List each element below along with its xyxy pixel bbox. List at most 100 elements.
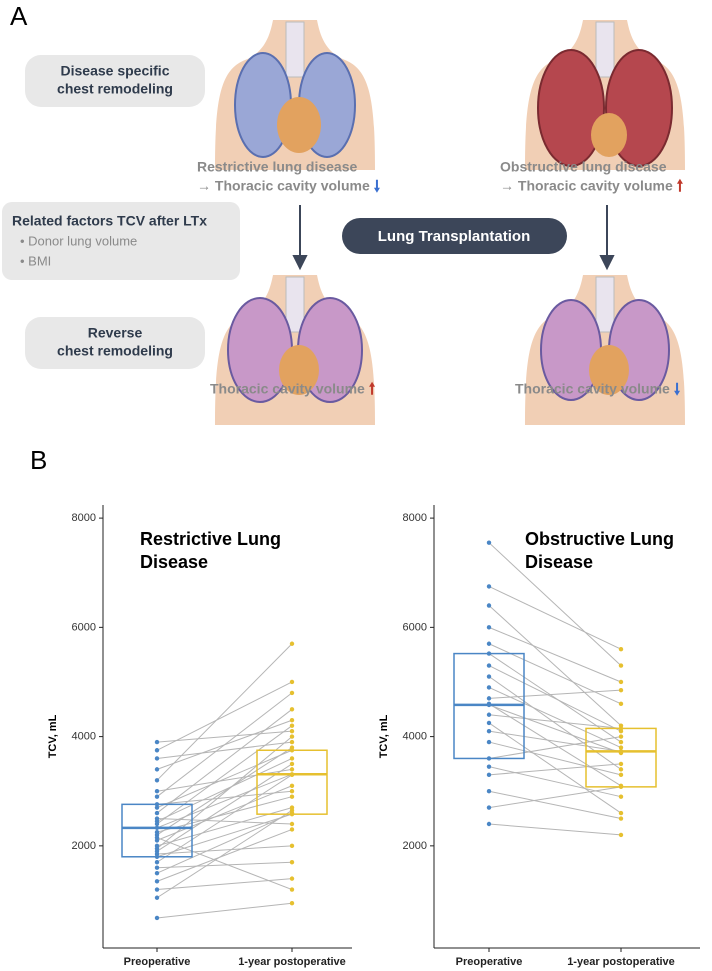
pair-line bbox=[156, 813, 293, 858]
pair-line bbox=[156, 719, 293, 770]
point bbox=[289, 789, 295, 794]
point bbox=[618, 723, 624, 728]
point bbox=[618, 816, 624, 821]
point bbox=[618, 663, 624, 668]
torso-obstructive bbox=[524, 19, 686, 171]
point bbox=[486, 685, 492, 690]
pair-line bbox=[488, 786, 622, 809]
pair-line bbox=[156, 790, 293, 805]
x-tick-label: Preoperative bbox=[456, 956, 523, 968]
trend-arrow bbox=[676, 178, 683, 192]
point bbox=[289, 901, 295, 906]
point bbox=[618, 745, 624, 750]
point bbox=[154, 879, 160, 884]
pair-line bbox=[488, 703, 622, 787]
pair-line bbox=[156, 796, 293, 833]
y-axis-label: TCV, mL bbox=[378, 714, 390, 758]
point bbox=[289, 679, 295, 685]
pair-line bbox=[488, 626, 622, 683]
y-tick-label: 2000 bbox=[403, 840, 427, 852]
point bbox=[618, 701, 624, 707]
point bbox=[486, 772, 492, 778]
pair-line bbox=[488, 676, 622, 770]
point bbox=[618, 734, 624, 739]
pair-line bbox=[156, 785, 293, 841]
point bbox=[289, 690, 295, 696]
point bbox=[486, 739, 492, 745]
point bbox=[486, 674, 492, 679]
caption: → Thoracic cavity volume bbox=[500, 178, 673, 194]
point bbox=[289, 767, 295, 772]
point bbox=[618, 767, 624, 772]
point bbox=[486, 756, 492, 761]
point bbox=[154, 825, 160, 831]
y-tick-label: 4000 bbox=[403, 731, 427, 743]
pair-line bbox=[156, 828, 293, 882]
box-text: Disease specific bbox=[61, 63, 170, 79]
pair-line bbox=[488, 605, 622, 727]
pair-line bbox=[156, 809, 293, 899]
point bbox=[618, 687, 624, 693]
pair-line bbox=[488, 686, 622, 748]
pair-line bbox=[156, 837, 293, 891]
panel-label: A bbox=[10, 1, 28, 31]
point bbox=[289, 811, 295, 817]
y-tick-label: 6000 bbox=[72, 621, 96, 633]
y-tick-label: 8000 bbox=[72, 512, 96, 524]
point bbox=[289, 641, 295, 646]
point bbox=[618, 810, 624, 816]
point bbox=[154, 810, 160, 816]
torso-restrictive bbox=[214, 19, 376, 171]
point bbox=[154, 748, 160, 753]
pair-line bbox=[488, 653, 622, 743]
point bbox=[486, 651, 492, 656]
pair-line bbox=[488, 823, 622, 836]
chart-title: Disease bbox=[140, 552, 208, 572]
point bbox=[154, 816, 160, 821]
y-tick-label: 2000 bbox=[72, 840, 96, 852]
box-text: chest remodeling bbox=[57, 343, 173, 359]
point bbox=[154, 895, 160, 900]
point bbox=[289, 723, 295, 728]
point bbox=[486, 584, 492, 589]
arrows bbox=[292, 205, 615, 271]
box-item: • Donor lung volume bbox=[20, 233, 137, 248]
point bbox=[486, 625, 492, 630]
point bbox=[289, 794, 295, 799]
caption: Restrictive lung disease bbox=[197, 159, 358, 175]
point bbox=[154, 915, 160, 921]
y-axis-label: TCV, mL bbox=[47, 714, 59, 758]
point bbox=[154, 756, 160, 761]
point bbox=[289, 827, 295, 832]
pair-line bbox=[488, 585, 622, 650]
point bbox=[289, 761, 295, 767]
pair-line bbox=[156, 861, 293, 869]
pair-line bbox=[488, 542, 622, 666]
panel-label: B bbox=[30, 445, 47, 475]
point bbox=[154, 870, 160, 876]
pair-line bbox=[156, 768, 293, 792]
point bbox=[486, 821, 492, 827]
y-tick-label: 4000 bbox=[72, 731, 96, 743]
pair-line bbox=[488, 736, 622, 759]
point bbox=[486, 728, 492, 734]
pair-line bbox=[488, 730, 622, 752]
point bbox=[289, 734, 295, 739]
torso-post-restrictive bbox=[214, 274, 376, 426]
pair-line bbox=[156, 725, 293, 825]
point bbox=[486, 603, 492, 608]
point bbox=[486, 805, 492, 810]
y-tick-label: 6000 bbox=[403, 621, 427, 633]
center-pill bbox=[342, 218, 567, 254]
point bbox=[289, 756, 295, 761]
pair-line bbox=[488, 704, 622, 754]
point bbox=[618, 794, 624, 799]
point bbox=[289, 718, 295, 723]
point bbox=[486, 720, 492, 726]
point bbox=[289, 860, 295, 865]
point bbox=[289, 876, 295, 881]
y-tick-label: 8000 bbox=[403, 512, 427, 524]
point bbox=[289, 805, 295, 810]
point bbox=[154, 794, 160, 799]
box-item: • BMI bbox=[20, 253, 51, 268]
